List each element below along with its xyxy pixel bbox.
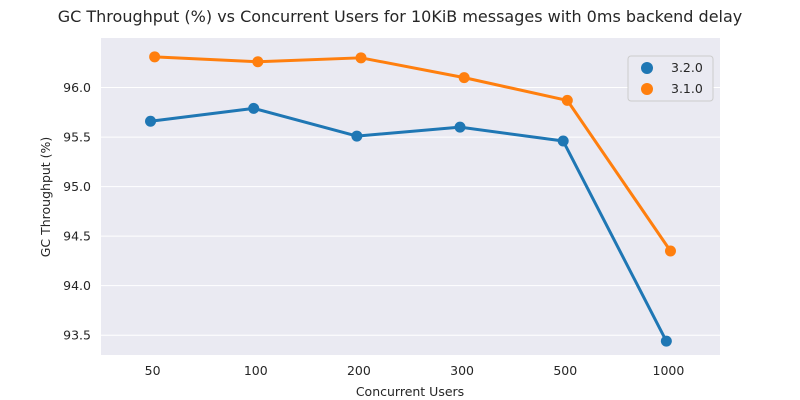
data-point-3-1-0: [252, 56, 264, 68]
data-point-3-1-0: [355, 52, 367, 64]
data-point-3-2-0: [248, 102, 260, 114]
series-line-3-1-0: [153, 55, 672, 253]
series-3-2-0: [145, 102, 672, 347]
data-point-3-2-0: [351, 130, 363, 142]
x-tick-label: 200: [347, 363, 371, 378]
x-tick-label: 300: [450, 363, 474, 378]
x-axis-label: Concurrent Users: [356, 384, 464, 399]
series-lines: [145, 51, 676, 347]
y-tick-label: 96.0: [63, 80, 91, 95]
data-point-3-2-0: [454, 121, 466, 133]
series-3-1-0: [149, 51, 676, 257]
data-point-3-1-0: [561, 94, 573, 106]
y-tick-label: 93.5: [63, 328, 91, 343]
data-point-3-1-0: [149, 51, 161, 63]
gridlines: [101, 87, 720, 336]
x-axis-ticks: 50 100 200 300 500 1000: [145, 363, 685, 378]
y-tick-label: 95.0: [63, 179, 91, 194]
y-tick-label: 95.5: [63, 130, 91, 145]
data-point-3-2-0: [557, 135, 569, 147]
series-line-3-2-0: [149, 106, 668, 343]
data-point-3-1-0: [458, 72, 470, 84]
data-point-3-2-0: [145, 115, 157, 127]
chart-title: GC Throughput (%) vs Concurrent Users fo…: [58, 7, 743, 26]
data-point-3-2-0: [660, 335, 672, 347]
y-axis-label: GC Throughput (%): [38, 137, 53, 258]
x-tick-label: 1000: [653, 363, 685, 378]
plot-area: [101, 38, 720, 355]
x-tick-label: 50: [145, 363, 161, 378]
x-tick-label: 100: [244, 363, 268, 378]
y-tick-label: 94.5: [63, 229, 91, 244]
data-point-3-1-0: [664, 245, 676, 257]
x-tick-label: 500: [553, 363, 577, 378]
y-tick-label: 94.0: [63, 278, 91, 293]
legend-label-3-1-0: 3.1.0: [671, 81, 703, 96]
legend-marker-3-2-0: [641, 62, 653, 74]
legend-marker-3-1-0: [641, 83, 653, 95]
legend: 3.2.0 3.1.0: [627, 55, 714, 102]
legend-label-3-2-0: 3.2.0: [671, 60, 703, 75]
y-axis-ticks: 93.5 94.0 94.5 95.0 95.5 96.0: [63, 80, 91, 343]
